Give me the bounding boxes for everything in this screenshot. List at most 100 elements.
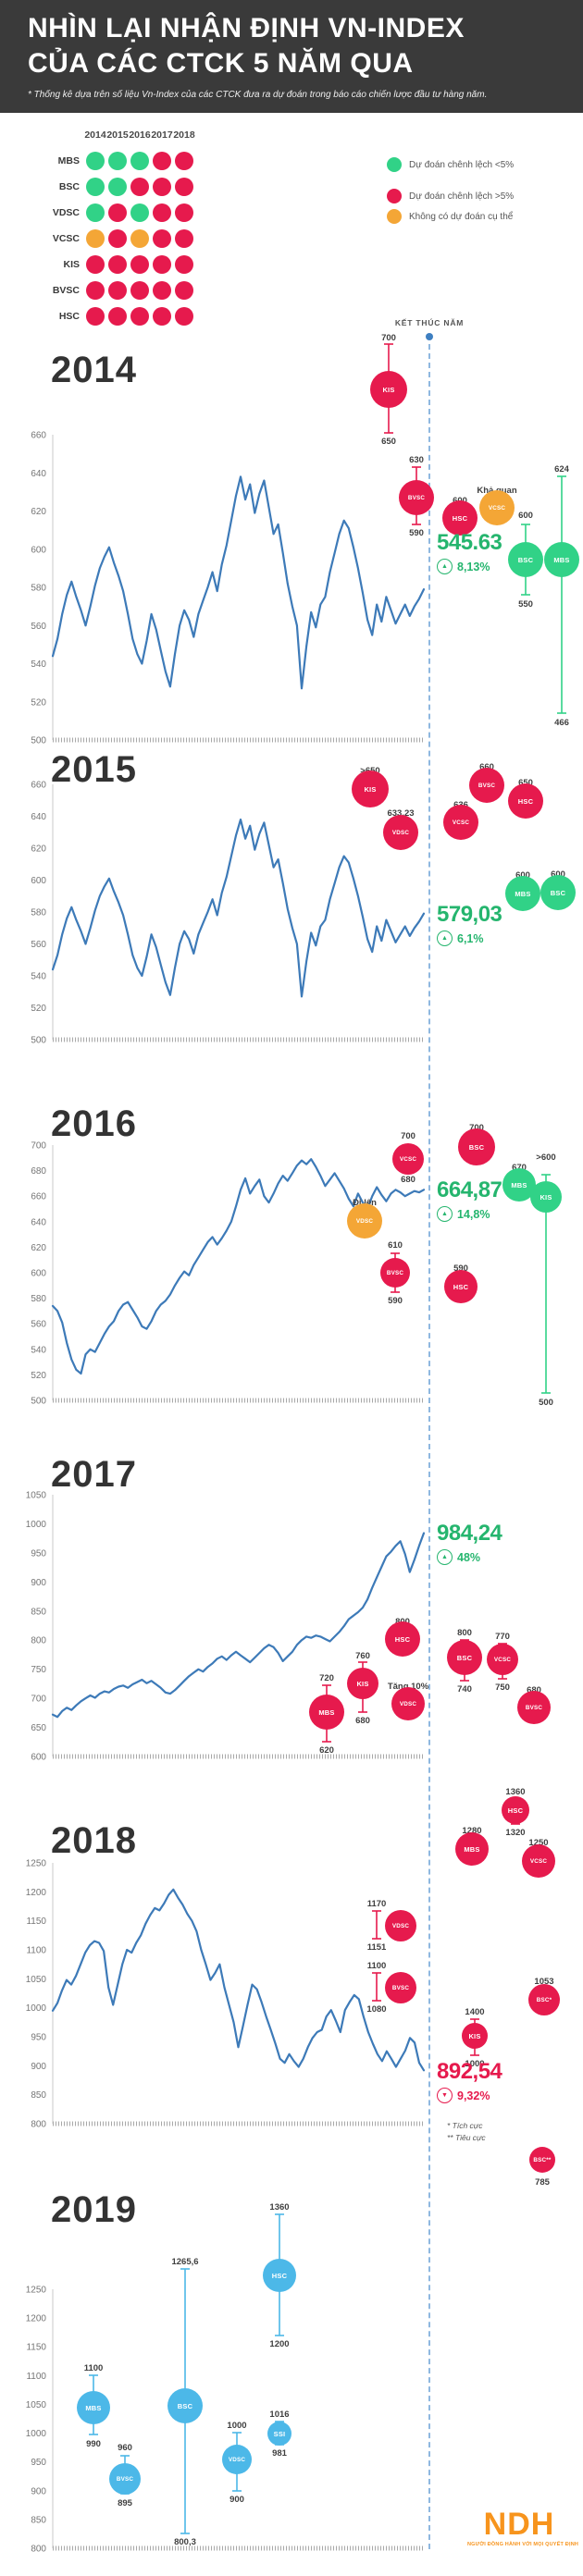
close-value: 545.63 xyxy=(437,530,502,555)
close-value-block: 984,24 ▲ 48% xyxy=(437,1521,502,1565)
axis-tick-label: 1200 xyxy=(26,1888,47,1898)
matrix-dot-red xyxy=(153,152,171,170)
vn-index-line xyxy=(51,1532,426,1719)
prediction-bubble-bsc: BSC xyxy=(458,1128,495,1165)
prediction-value-label: 740 xyxy=(457,1684,472,1695)
axis-tick-label: 540 xyxy=(31,972,46,982)
legend-item: Không có dự đoán cụ thể xyxy=(387,209,572,226)
prediction-value-label: 680 xyxy=(401,1175,416,1185)
prediction-value-label: 630 xyxy=(409,455,424,465)
axis-tick-label: 950 xyxy=(31,1548,46,1559)
matrix-dot-red xyxy=(86,307,105,326)
prediction-bubble-hsc: HSC xyxy=(263,2259,296,2292)
arrow-up-icon: ▲ xyxy=(437,1549,453,1565)
axis-tick-label: 800 xyxy=(31,2120,46,2130)
legend-dot-orange xyxy=(387,209,402,224)
year-title: 2016 xyxy=(51,1103,137,1144)
prediction-bubble-vcsc: VCSC xyxy=(479,490,515,525)
matrix-row-label: MBS xyxy=(57,155,80,166)
prediction-value-label: 633,23 xyxy=(387,808,415,819)
axis-tick-label: 560 xyxy=(31,940,46,950)
legend-dot-green xyxy=(387,157,402,172)
axis-tick-label: 520 xyxy=(31,697,46,708)
matrix-dot-green xyxy=(130,152,149,170)
prediction-bubble-mbs: MBS xyxy=(505,876,540,911)
prediction-bubble-kis: KIS xyxy=(352,770,389,807)
axis-tick-label: 640 xyxy=(31,1217,46,1227)
matrix-dot-red xyxy=(153,178,171,196)
matrix-row-label: BSC xyxy=(58,181,80,192)
year-title: 2019 xyxy=(51,2189,137,2230)
axis-tick-label: 900 xyxy=(31,2062,46,2072)
matrix-dot-red xyxy=(108,307,127,326)
axis-tick-label: 580 xyxy=(31,908,46,918)
section-2017: 2017 1050 1000 950 900 850 800 750 700 650 600 MBS 7… xyxy=(0,1443,583,1804)
prediction-bubble-ssi: SSI xyxy=(267,2422,292,2446)
vn-index-chart-2018: 1250 1200 1150 1100 1050 1000 950 900 850 800 xyxy=(26,1804,520,2130)
prediction-value-label: 700 xyxy=(401,1131,416,1141)
matrix-dot-orange xyxy=(86,229,105,248)
prediction-bubble-mbs: MBS xyxy=(544,542,579,577)
legend-label: Không có dự đoán cụ thể xyxy=(409,212,514,222)
prediction-value-label: 1250 xyxy=(528,1838,549,1848)
axis-tick-label: 620 xyxy=(31,507,46,517)
axis-tick-label: 660 xyxy=(31,1192,46,1202)
vn-index-chart-2019: 1250 1200 1150 1100 1050 1000 950 900 850 800 xyxy=(26,2213,425,2555)
footnote: ** Tiêu cực xyxy=(447,2133,486,2142)
close-change-percent: 14,8% xyxy=(457,1207,490,1221)
prediction-bubble-mbs: MBS xyxy=(77,2391,110,2424)
prediction-value-label: 590 xyxy=(388,1296,403,1306)
prediction-value-label: 760 xyxy=(355,1651,370,1661)
page-subtitle: * Thống kê dựa trên số liệu Vn-Index của… xyxy=(28,90,488,100)
prediction-bubble-vcsc: VCSC xyxy=(443,805,478,840)
axis-tick-label: 1100 xyxy=(26,1946,46,1956)
axis-tick-label: 680 xyxy=(31,1166,46,1177)
ndh-logo-text: NDH xyxy=(483,2507,555,2542)
page-title: NHÌN LẠI NHẬN ĐỊNH VN-INDEX CỦA CÁC CTCK… xyxy=(28,13,465,80)
matrix-dot-red xyxy=(175,307,193,326)
prediction-value-label: 1000 xyxy=(465,2059,485,2069)
prediction-bubble-bsc: BSC xyxy=(167,2388,203,2423)
prediction-bubble-hsc: HSC xyxy=(385,1621,420,1657)
matrix-dot-red xyxy=(108,203,127,222)
axis-tick-label: 580 xyxy=(31,1294,46,1304)
axis-tick-label: 650 xyxy=(31,1723,46,1733)
footnote: * Tích cực xyxy=(447,2121,483,2130)
axis-tick-label: 660 xyxy=(31,431,46,441)
axis-tick-label: 900 xyxy=(31,2486,46,2496)
prediction-value-label: 680 xyxy=(527,1685,541,1695)
prediction-value-label: 1200 xyxy=(269,2339,290,2349)
section-2019: 2019 1250 1200 1150 1100 1050 1000 950 900 850 800… xyxy=(0,2169,583,2576)
matrix-dot-red xyxy=(130,178,149,196)
ndh-logo: NDH NGƯỜI ĐỒNG HÀNH VỚI MỌI QUYẾT ĐỊNH xyxy=(467,2507,579,2547)
close-change: ▲ 14,8% xyxy=(437,1206,502,1222)
prediction-bubble-hsc: HSC xyxy=(442,500,478,536)
prediction-bubble-bvsc: BVSC xyxy=(109,2463,141,2495)
section-2018: 2018 1250 1200 1150 1100 1050 1000 950 900 850 800… xyxy=(0,1787,583,2188)
axis-tick-label: 850 xyxy=(31,2515,46,2525)
vn-index-line xyxy=(51,818,426,998)
ndh-logo-tagline: NGƯỜI ĐỒNG HÀNH VỚI MỌI QUYẾT ĐỊNH xyxy=(467,2542,579,2547)
header: NHÌN LẠI NHẬN ĐỊNH VN-INDEX CỦA CÁC CTCK… xyxy=(0,0,583,113)
matrix-dot-green xyxy=(108,178,127,196)
close-change-percent: 9,32% xyxy=(457,2089,490,2102)
section-2015: 2015660640620600580560540520500KIS>650VD… xyxy=(0,749,583,1096)
year-title: 2015 xyxy=(51,749,137,790)
axis-tick-label: 750 xyxy=(31,1665,46,1675)
axis-tick-label: 500 xyxy=(31,736,46,746)
prediction-value-label: 1320 xyxy=(505,1828,526,1838)
matrix-dot-red xyxy=(86,281,105,300)
axis-tick-label: 800 xyxy=(31,2545,46,2555)
end-of-year-dot xyxy=(426,333,433,340)
prediction-value-label: 981 xyxy=(272,2448,287,2459)
prediction-value-label: 590 xyxy=(409,528,424,538)
axis-tick-label: 500 xyxy=(31,1036,46,1046)
prediction-value-label: >600 xyxy=(536,1152,556,1163)
vn-index-line xyxy=(51,475,426,690)
prediction-value-label: 700 xyxy=(469,1123,484,1133)
section-2014: 2014 660 640 620 600 580 560 540 520 500 KIS 700 650… xyxy=(0,333,583,749)
matrix-row-label: VCSC xyxy=(52,233,80,244)
prediction-bubble-kis: KIS xyxy=(370,371,407,408)
axis-tick-label: 1050 xyxy=(26,1975,47,1985)
